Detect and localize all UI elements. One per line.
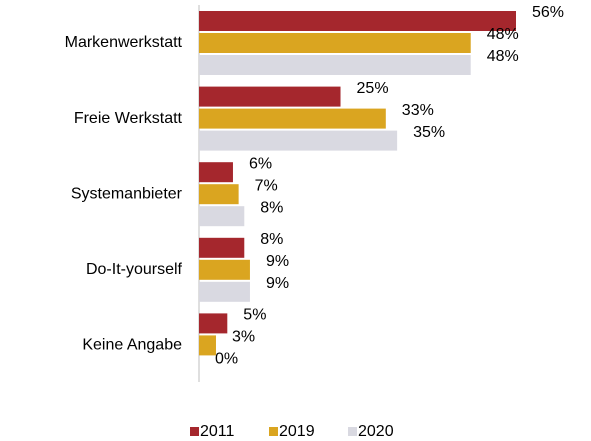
value-label: 35% bbox=[413, 124, 445, 141]
value-label: 3% bbox=[232, 329, 255, 346]
bar bbox=[199, 335, 216, 356]
category-label: Systemanbieter bbox=[71, 185, 183, 202]
value-label: 33% bbox=[402, 102, 434, 119]
bar bbox=[199, 86, 341, 107]
value-label: 8% bbox=[260, 199, 283, 216]
value-label: 48% bbox=[487, 26, 519, 43]
legend-swatch bbox=[348, 427, 357, 436]
value-label: 9% bbox=[266, 253, 289, 270]
value-label: 48% bbox=[487, 48, 519, 65]
category-label: Keine Angabe bbox=[82, 337, 182, 354]
bar bbox=[199, 184, 239, 205]
value-label: 5% bbox=[243, 307, 266, 324]
value-label: 8% bbox=[260, 231, 283, 248]
bar bbox=[199, 162, 233, 183]
bar bbox=[199, 11, 516, 31]
bar bbox=[199, 108, 386, 129]
legend-swatch bbox=[269, 427, 278, 436]
category-label: Do-It-yourself bbox=[86, 261, 183, 278]
value-label: 25% bbox=[357, 80, 389, 97]
legend-swatch bbox=[190, 427, 199, 436]
bar bbox=[199, 313, 228, 334]
bar bbox=[199, 259, 250, 280]
value-label: 6% bbox=[249, 155, 272, 172]
value-label: 0% bbox=[215, 351, 238, 368]
bar bbox=[199, 33, 471, 53]
value-label: 7% bbox=[255, 177, 278, 194]
category-label: Freie Werkstatt bbox=[74, 110, 183, 127]
value-label: 9% bbox=[266, 275, 289, 292]
value-label: 56% bbox=[532, 4, 564, 21]
legend-label: 2011 bbox=[200, 423, 235, 440]
bar bbox=[199, 237, 245, 258]
category-label: Markenwerkstatt bbox=[65, 34, 183, 51]
bar bbox=[199, 206, 245, 227]
bar bbox=[199, 130, 398, 151]
legend-label: 2020 bbox=[358, 423, 394, 440]
bar bbox=[199, 55, 471, 75]
bar bbox=[199, 281, 250, 302]
legend-label: 2019 bbox=[279, 423, 315, 440]
